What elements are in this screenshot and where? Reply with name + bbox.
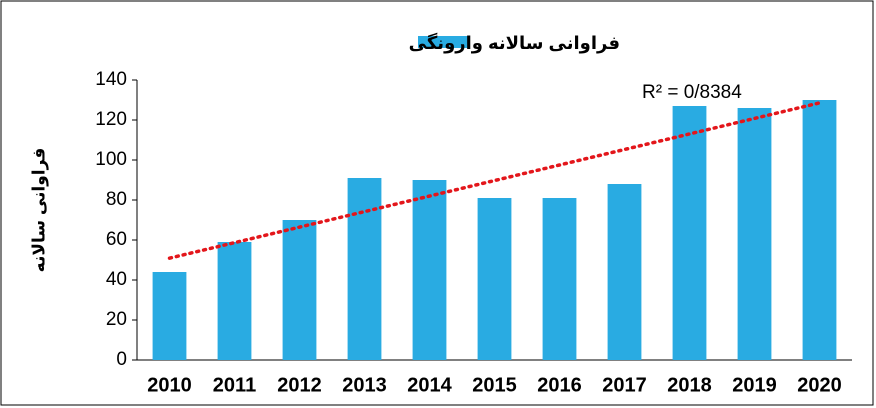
bar xyxy=(737,108,772,360)
y-tick-label: 120 xyxy=(95,109,127,130)
bar xyxy=(152,272,187,360)
x-tick-label: 2017 xyxy=(602,374,647,396)
bar xyxy=(542,198,577,360)
bar xyxy=(217,242,252,360)
bar xyxy=(802,100,837,360)
x-tick-label: 2010 xyxy=(147,374,192,396)
bar xyxy=(347,178,382,360)
y-tick-label: 60 xyxy=(106,229,127,250)
y-tick-label: 80 xyxy=(106,189,127,210)
legend-label: فراوانی سالانه وارونگی xyxy=(409,32,620,54)
bar xyxy=(477,198,512,360)
y-tick-label: 0 xyxy=(116,349,127,370)
x-tick-label: 2013 xyxy=(342,374,387,396)
x-tick-label: 2020 xyxy=(797,374,842,396)
bar xyxy=(607,184,642,360)
x-tick-label: 2011 xyxy=(213,374,256,396)
bar xyxy=(412,180,447,360)
y-tick-label: 100 xyxy=(95,149,127,170)
x-tick-label: 2019 xyxy=(732,374,777,396)
y-axis-label: فراوانی سالانه xyxy=(29,148,49,273)
trendline-label: R² = 0/8384 xyxy=(642,82,742,103)
y-tick-label: 40 xyxy=(106,269,127,290)
bar xyxy=(672,106,707,360)
bar xyxy=(282,220,317,360)
legend-swatch xyxy=(418,36,470,48)
x-tick-label: 2016 xyxy=(537,374,582,396)
trendline xyxy=(167,101,822,260)
y-tick-label: 20 xyxy=(106,309,127,330)
y-tick-label: 140 xyxy=(95,69,127,90)
x-tick-label: 2015 xyxy=(472,374,517,396)
x-tick-label: 2014 xyxy=(407,374,452,396)
x-tick-label: 2018 xyxy=(667,374,712,396)
x-tick-label: 2012 xyxy=(277,374,322,396)
